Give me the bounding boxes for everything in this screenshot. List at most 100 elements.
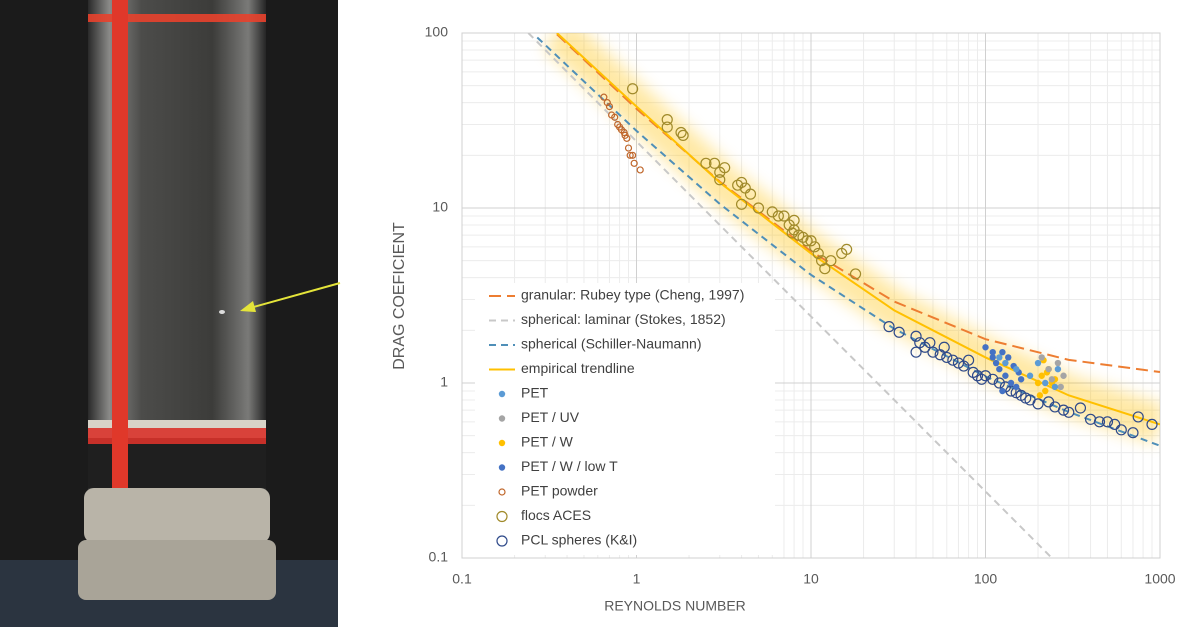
chart: REYNOLDS NUMBER DRAG COEFICIENT 0.1 1 10 10… bbox=[391, 24, 1176, 614]
point bbox=[996, 354, 1003, 361]
point bbox=[987, 373, 999, 385]
y-tick-label: 100 bbox=[425, 24, 449, 40]
point bbox=[962, 354, 975, 366]
point bbox=[805, 235, 817, 247]
point bbox=[801, 235, 813, 247]
point bbox=[608, 111, 616, 119]
point bbox=[675, 126, 687, 139]
legend-label: PET / W / low T bbox=[521, 458, 618, 474]
point bbox=[893, 326, 905, 338]
point bbox=[708, 157, 721, 169]
point bbox=[766, 206, 778, 218]
point bbox=[883, 321, 895, 333]
point bbox=[1045, 365, 1052, 373]
point bbox=[1013, 365, 1020, 373]
legend-swatch bbox=[498, 464, 506, 471]
point bbox=[1042, 387, 1049, 395]
point bbox=[677, 129, 689, 141]
legend-label: PET / UV bbox=[521, 409, 580, 425]
point bbox=[1048, 376, 1056, 383]
point bbox=[999, 348, 1006, 356]
point bbox=[1057, 383, 1064, 391]
point bbox=[629, 151, 637, 159]
legend: granular: Rubey type (Cheng, 1997) spheri… bbox=[475, 283, 775, 555]
x-tick-label: 10 bbox=[803, 571, 819, 587]
point bbox=[752, 202, 765, 214]
legend-box bbox=[475, 283, 775, 555]
point bbox=[624, 144, 633, 152]
point bbox=[1146, 418, 1158, 431]
x-axis-label: REYNOLDS NUMBER bbox=[604, 598, 746, 614]
point bbox=[1034, 359, 1042, 367]
point bbox=[719, 162, 731, 174]
x-tick-label: 100 bbox=[974, 571, 998, 587]
photo bbox=[0, 0, 341, 627]
legend-label: granular: Rubey type (Cheng, 1997) bbox=[521, 287, 744, 303]
point bbox=[1074, 402, 1087, 414]
point bbox=[982, 344, 989, 351]
point bbox=[1002, 372, 1009, 379]
point bbox=[992, 359, 1000, 367]
point bbox=[979, 370, 992, 382]
point bbox=[1036, 392, 1044, 399]
point bbox=[700, 157, 712, 169]
point bbox=[1054, 359, 1062, 367]
legend-swatch bbox=[498, 390, 506, 398]
point bbox=[910, 330, 922, 342]
legend-label: empirical trendline bbox=[521, 360, 635, 376]
point bbox=[636, 166, 644, 174]
legend-label: PET / W bbox=[521, 434, 574, 450]
line bbox=[527, 33, 1053, 558]
point bbox=[952, 357, 965, 369]
point bbox=[661, 121, 673, 133]
y-tick-label: 1 bbox=[440, 374, 448, 390]
point bbox=[735, 176, 748, 189]
point bbox=[786, 227, 798, 239]
legend-swatch bbox=[496, 510, 508, 523]
legend-swatch bbox=[498, 488, 506, 496]
point bbox=[1013, 383, 1020, 391]
legend-label: PET bbox=[521, 385, 549, 401]
point bbox=[927, 346, 939, 358]
point bbox=[996, 365, 1003, 373]
point bbox=[947, 354, 959, 366]
point bbox=[1042, 379, 1049, 387]
point bbox=[1132, 411, 1144, 423]
point bbox=[1017, 376, 1025, 383]
point bbox=[1057, 404, 1070, 416]
legend-label: flocs ACES bbox=[521, 507, 591, 523]
point bbox=[1032, 398, 1044, 410]
legend-label: PET powder bbox=[521, 483, 598, 499]
point bbox=[1038, 354, 1045, 361]
point bbox=[714, 174, 726, 186]
legend-swatch bbox=[498, 415, 506, 422]
point bbox=[600, 93, 608, 101]
point bbox=[1038, 372, 1045, 379]
y-tick-label: 10 bbox=[432, 199, 448, 215]
point bbox=[825, 255, 837, 267]
point bbox=[1005, 354, 1012, 361]
point bbox=[1060, 372, 1067, 379]
plot-area bbox=[527, 33, 1160, 558]
line bbox=[536, 36, 1160, 447]
point bbox=[910, 346, 922, 358]
point bbox=[1007, 379, 1015, 387]
legend-label: spherical: laminar (Stokes, 1852) bbox=[521, 311, 726, 327]
point bbox=[993, 377, 1005, 389]
legend-label: spherical (Schiller-Naumann) bbox=[521, 336, 702, 352]
point bbox=[627, 83, 639, 95]
point bbox=[735, 198, 748, 210]
y-tick-label: 0.1 bbox=[429, 549, 449, 565]
x-tick-label: 1000 bbox=[1144, 571, 1175, 587]
point bbox=[1063, 406, 1075, 418]
point bbox=[999, 387, 1006, 395]
point bbox=[812, 247, 824, 260]
point bbox=[621, 131, 629, 139]
point bbox=[1093, 416, 1106, 428]
point bbox=[661, 113, 673, 126]
point bbox=[626, 151, 634, 159]
point bbox=[819, 263, 831, 275]
point bbox=[971, 370, 984, 382]
point bbox=[630, 159, 638, 167]
